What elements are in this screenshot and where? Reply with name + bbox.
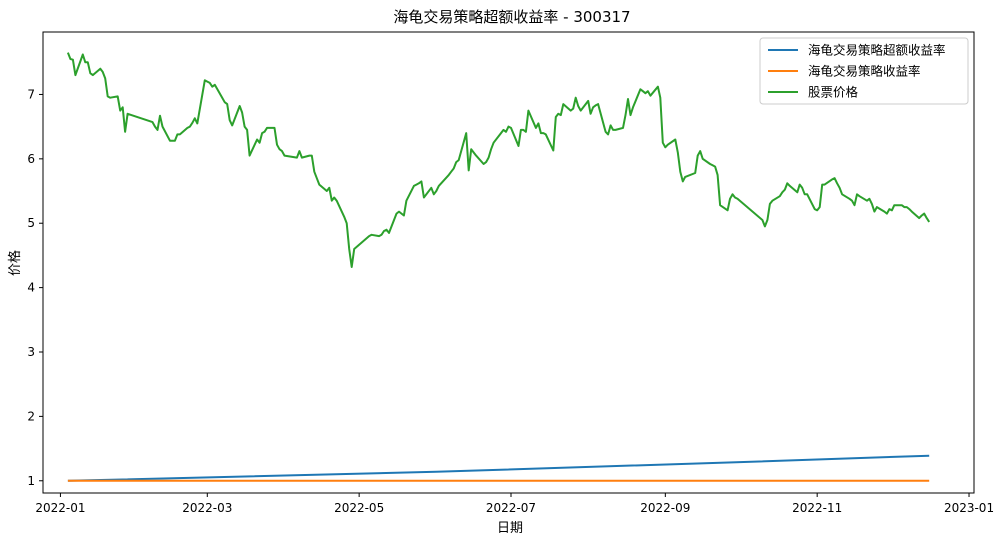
legend-label-strategy-return: 海龟交易策略收益率 bbox=[808, 64, 921, 79]
y-tick-label: 3 bbox=[27, 345, 35, 359]
x-tick-label: 2022-09 bbox=[640, 501, 690, 515]
x-axis-label: 日期 bbox=[497, 521, 523, 536]
y-tick-label: 6 bbox=[27, 152, 35, 166]
y-axis-label: 价格 bbox=[7, 250, 23, 276]
x-tick-label: 2022-07 bbox=[486, 501, 536, 515]
x-axis-ticks: 2022-01 2022-03 2022-05 2022-07 2022-09 2022-… bbox=[35, 493, 994, 515]
series-line-0 bbox=[67, 454, 930, 482]
y-tick-label: 2 bbox=[27, 409, 35, 423]
chart-title: 海龟交易策略超额收益率 - 300317 bbox=[393, 8, 630, 26]
legend-label-stock-price: 股票价格 bbox=[808, 85, 859, 100]
y-tick-label: 4 bbox=[27, 281, 35, 295]
x-tick-label: 2022-03 bbox=[182, 501, 232, 515]
plot-frame bbox=[42, 31, 975, 494]
x-tick-label: 2022-05 bbox=[334, 501, 384, 515]
x-tick-label: 2023-01 bbox=[944, 501, 994, 515]
x-tick-label: 2022-01 bbox=[35, 501, 85, 515]
x-tick-label: 2022-11 bbox=[792, 501, 842, 515]
y-axis-ticks: 1 2 3 4 5 6 7 bbox=[27, 87, 43, 488]
series-line-2 bbox=[66, 52, 931, 268]
plot-lines bbox=[66, 52, 931, 482]
legend-label-excess-return: 海龟交易策略超额收益率 bbox=[808, 43, 946, 58]
y-tick-label: 5 bbox=[27, 216, 35, 230]
y-tick-label: 1 bbox=[27, 474, 35, 488]
legend-box bbox=[759, 37, 969, 105]
y-tick-label: 7 bbox=[27, 87, 35, 101]
legend: 海龟交易策略超额收益率 海龟交易策略收益率 股票价格 bbox=[759, 37, 969, 105]
